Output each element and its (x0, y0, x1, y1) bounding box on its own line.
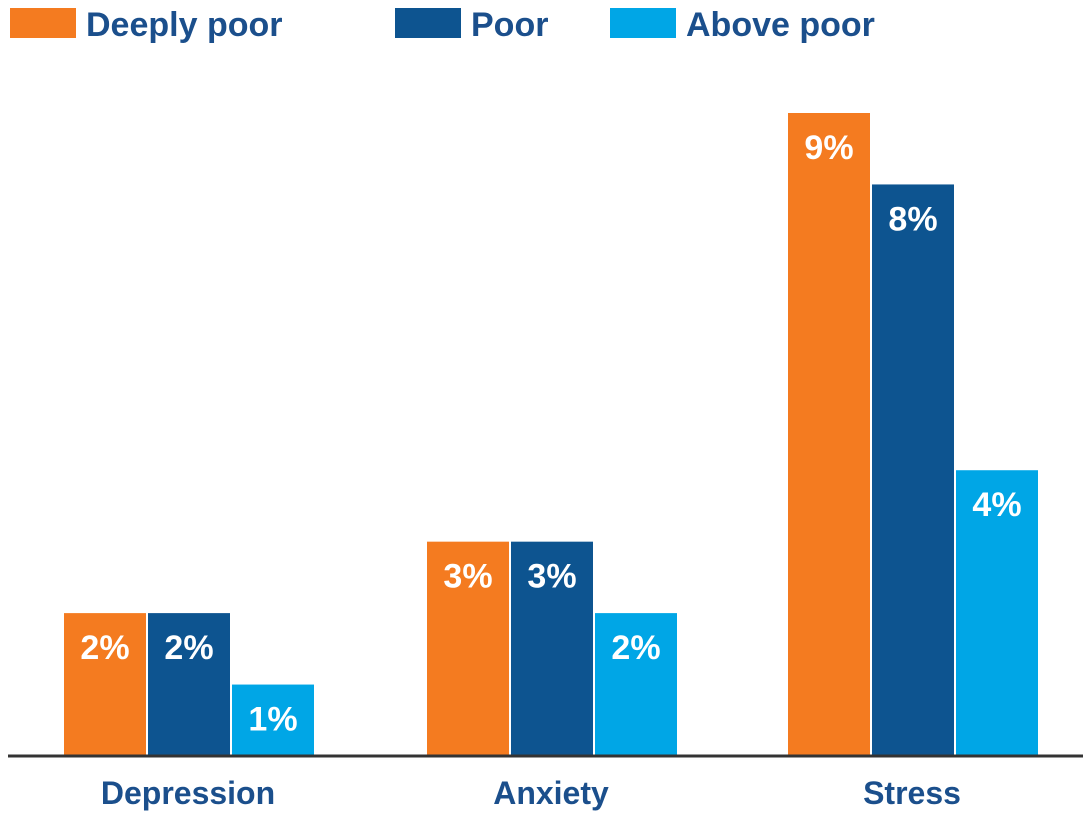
value-label-anxiety-1: 3% (527, 558, 576, 596)
value-label-stress-2: 4% (972, 486, 1021, 524)
legend-swatch-0 (10, 8, 76, 38)
bar-anxiety-0 (427, 541, 509, 756)
value-label-stress-1: 8% (888, 200, 937, 238)
bar-depression-2 (232, 684, 314, 756)
x-tick-label-stress: Stress (863, 775, 961, 811)
bar-anxiety-1 (511, 541, 593, 756)
x-tick-label-anxiety: Anxiety (493, 775, 609, 811)
legend-label-0: Deeply poor (86, 6, 282, 44)
legend-label-2: Above poor (686, 6, 875, 44)
value-label-anxiety-2: 2% (611, 629, 660, 667)
bar-depression-1 (148, 613, 230, 756)
value-label-stress-0: 9% (804, 129, 853, 167)
value-label-depression-0: 2% (80, 629, 129, 667)
bar-anxiety-2 (595, 613, 677, 756)
x-tick-label-depression: Depression (101, 775, 275, 811)
bars: 2% 2% 1% 3% 3% 2% 9% 8% 4% (64, 113, 1038, 756)
legend: Deeply poor Poor Above poor (10, 6, 875, 44)
legend-label-1: Poor (471, 6, 548, 44)
x-axis-labels: Depression Anxiety Stress (101, 775, 961, 811)
bar-stress-2 (956, 470, 1038, 756)
value-label-depression-1: 2% (164, 629, 213, 667)
bar-stress-1 (872, 184, 954, 756)
legend-swatch-1 (395, 8, 461, 38)
value-label-depression-2: 1% (248, 701, 297, 739)
bar-depression-0 (64, 613, 146, 756)
bar-stress-0 (788, 113, 870, 756)
legend-swatch-2 (610, 8, 676, 38)
value-label-anxiety-0: 3% (443, 558, 492, 596)
